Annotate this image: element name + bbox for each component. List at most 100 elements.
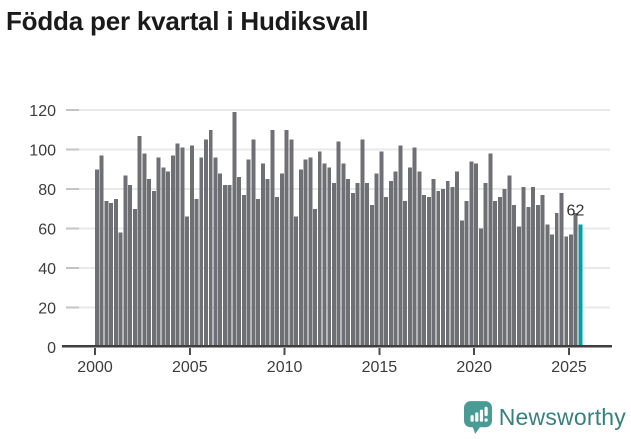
bar xyxy=(322,163,327,347)
bar xyxy=(327,167,332,347)
bar xyxy=(208,129,213,347)
logo-exclamation-stem xyxy=(484,406,488,417)
bar xyxy=(412,147,417,347)
bar xyxy=(246,159,251,347)
bar xyxy=(308,157,313,347)
y-tick-label: 120 xyxy=(29,103,56,120)
bar xyxy=(365,183,370,347)
x-tick-label: 2005 xyxy=(172,359,208,376)
bar xyxy=(502,189,507,347)
logo-exclamation-dot xyxy=(484,418,488,422)
y-tick-label: 80 xyxy=(38,182,56,199)
bar xyxy=(104,200,109,347)
logo-bar-3 xyxy=(479,409,483,422)
bar xyxy=(422,195,427,347)
bar xyxy=(313,208,317,347)
y-tick-label: 0 xyxy=(47,340,56,357)
bar xyxy=(436,191,441,347)
bar xyxy=(516,226,521,347)
logo-bar-1 xyxy=(470,415,474,422)
bar xyxy=(441,189,445,347)
bar xyxy=(270,129,275,347)
bar xyxy=(194,198,199,347)
x-tick-label: 2000 xyxy=(77,359,113,376)
bar xyxy=(294,216,299,347)
bar xyxy=(407,167,412,347)
bar xyxy=(545,224,550,347)
bar xyxy=(142,153,147,347)
bar xyxy=(493,200,498,347)
bar xyxy=(573,212,578,347)
bar xyxy=(199,157,204,347)
bar xyxy=(218,173,223,347)
x-tick-label: 2020 xyxy=(456,359,492,376)
bar xyxy=(284,129,289,347)
bar xyxy=(403,200,408,347)
bar xyxy=(521,187,526,347)
bar xyxy=(95,169,99,347)
last-value-label: 62 xyxy=(567,203,585,220)
y-tick-label: 60 xyxy=(38,222,56,239)
chart-title: Födda per kvartal i Hudiksvall xyxy=(6,6,369,36)
bar xyxy=(204,139,208,347)
bar xyxy=(275,196,280,347)
bar xyxy=(303,159,308,347)
bar xyxy=(151,191,156,347)
bar xyxy=(478,228,483,347)
bar xyxy=(388,181,393,347)
bar xyxy=(189,145,194,347)
y-tick-label: 20 xyxy=(38,301,56,318)
bar xyxy=(227,185,232,347)
bar xyxy=(118,232,123,347)
bar xyxy=(237,177,242,347)
y-tick-label: 100 xyxy=(29,143,56,160)
bar xyxy=(213,157,218,347)
bar xyxy=(379,151,384,347)
bar xyxy=(569,234,573,347)
bar xyxy=(360,139,365,347)
bar xyxy=(123,175,128,347)
bar xyxy=(526,206,531,347)
bar xyxy=(417,171,422,347)
bar xyxy=(241,195,246,347)
logo-bar-2 xyxy=(474,412,479,422)
bar xyxy=(540,195,545,347)
bar xyxy=(222,185,227,347)
bar xyxy=(180,147,185,347)
bar xyxy=(147,179,152,347)
bar xyxy=(260,163,265,347)
bar xyxy=(455,171,460,347)
bar xyxy=(132,208,137,347)
bar xyxy=(355,183,360,347)
bar xyxy=(336,141,341,347)
bar xyxy=(393,171,398,347)
bar xyxy=(374,173,379,347)
bar xyxy=(450,187,455,347)
x-tick-label: 2025 xyxy=(551,359,587,376)
bar xyxy=(497,196,502,347)
bar xyxy=(341,163,346,347)
bar xyxy=(469,161,474,347)
bar xyxy=(113,198,118,347)
bar xyxy=(550,234,554,347)
bar xyxy=(398,145,403,347)
bar xyxy=(156,157,161,347)
x-tick-label: 2015 xyxy=(362,359,398,376)
bar xyxy=(431,179,436,347)
bar xyxy=(170,155,175,347)
bar xyxy=(369,204,374,347)
y-tick-label: 40 xyxy=(38,261,56,278)
bar xyxy=(531,187,536,347)
bar xyxy=(554,212,559,347)
bar xyxy=(512,204,517,347)
bar xyxy=(166,171,171,347)
bar xyxy=(350,193,355,347)
bar xyxy=(332,183,336,347)
newsworthy-logo-icon xyxy=(463,401,492,434)
bar xyxy=(265,179,270,347)
brand-name-text: Newsworthy xyxy=(498,404,626,430)
bar xyxy=(185,216,190,347)
bar xyxy=(384,196,389,347)
bar xyxy=(483,183,488,347)
